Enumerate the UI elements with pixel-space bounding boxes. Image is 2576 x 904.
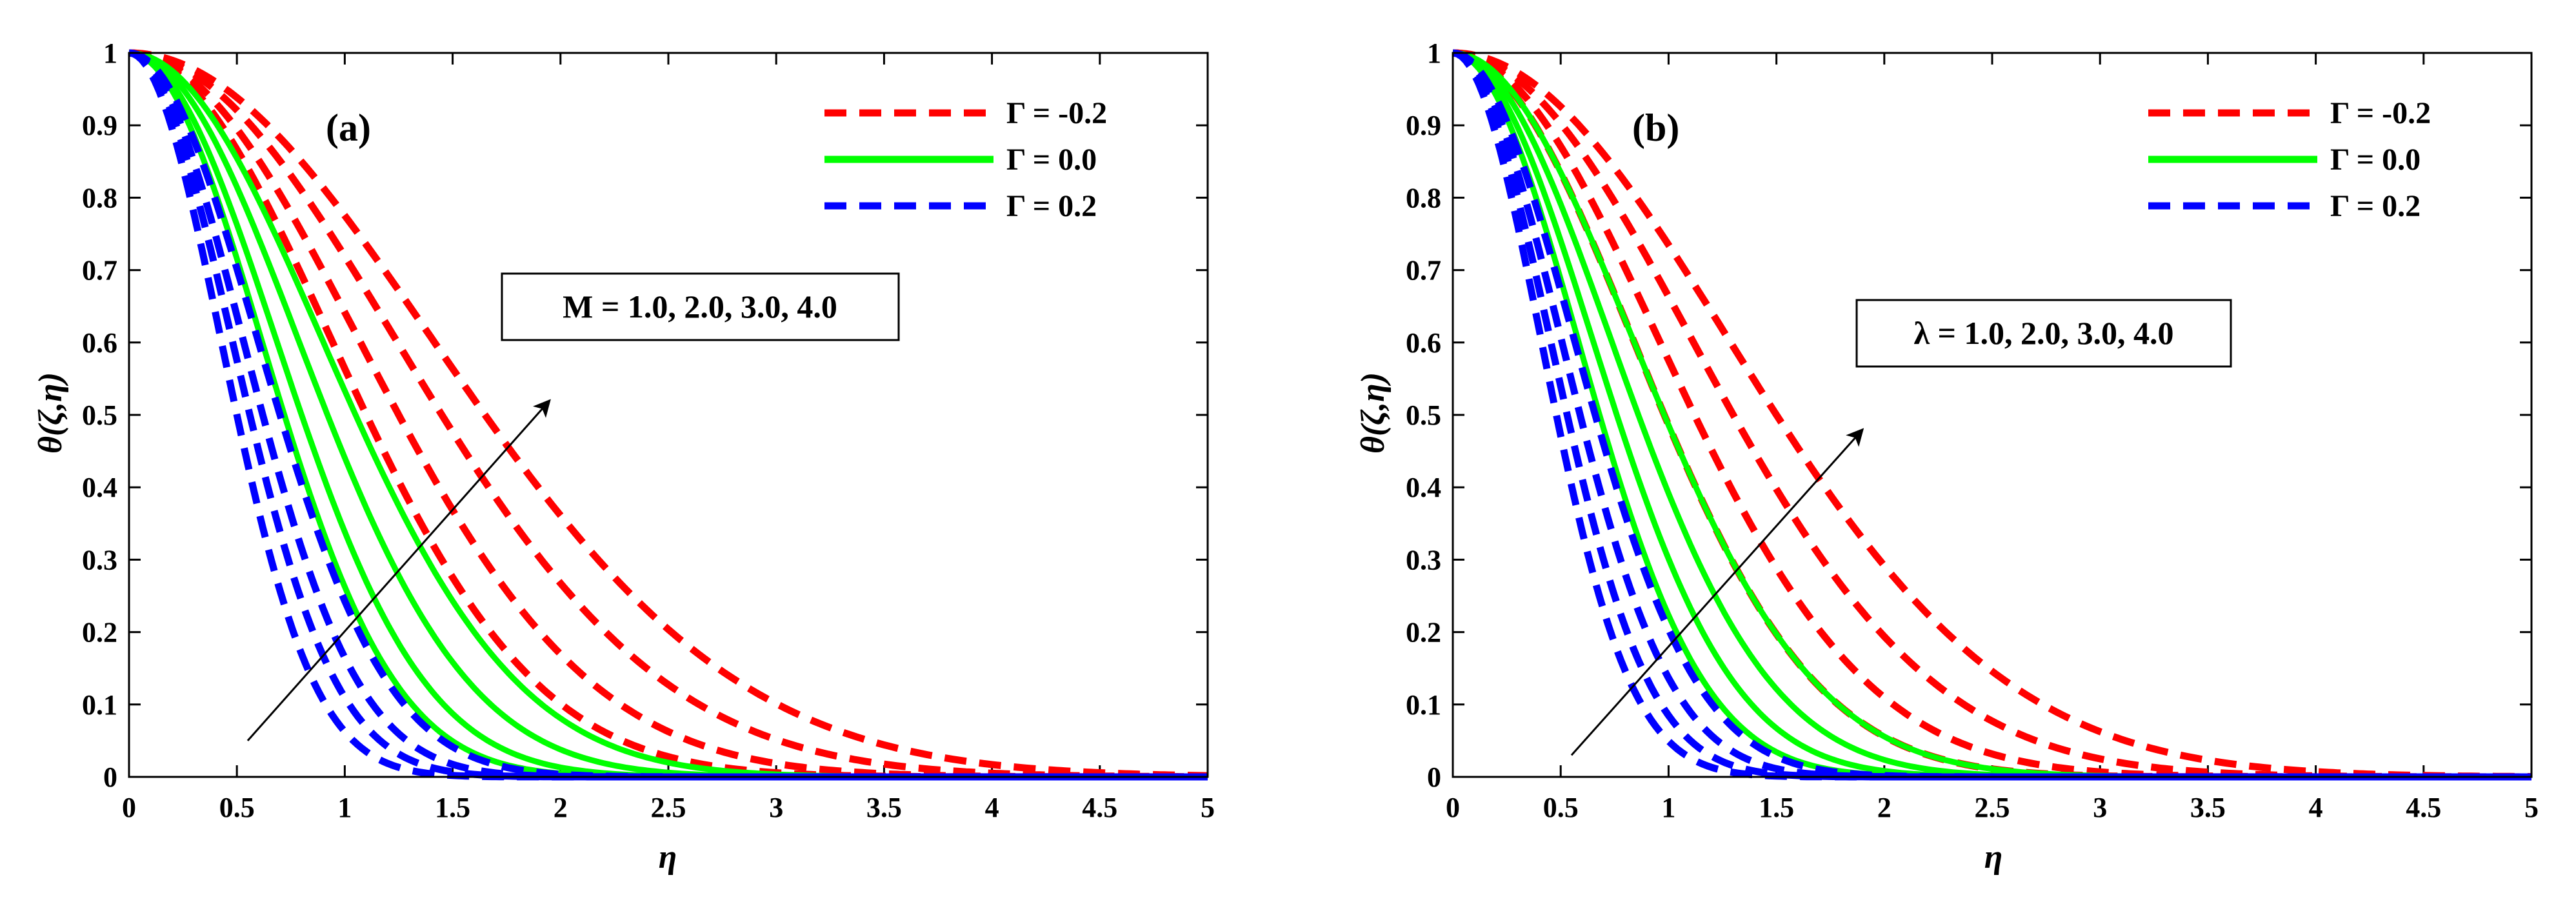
- panel-b-x-tick-label: 3: [2093, 792, 2107, 823]
- panel-a-x-tick-label: 4: [985, 792, 999, 823]
- panel-a-y-tick-label: 0.9: [82, 110, 117, 141]
- panel-b-y-tick-label: 0.1: [1406, 689, 1441, 721]
- panel-a-y-tick-label: 0.7: [82, 255, 117, 286]
- panel-b-trend-arrow: [1570, 428, 1864, 756]
- panel-a-annotation: M = 1.0, 2.0, 3.0, 4.0: [501, 272, 900, 341]
- panel-b-legend: Γ = -0.2 Γ = 0.0 Γ = 0.2: [2148, 96, 2431, 223]
- panel-a-x-tick-label: 4.5: [1082, 792, 1117, 823]
- panel-b-legend-label-green: Γ = 0.0: [2330, 143, 2421, 177]
- panel-b-x-tick-label: 4: [2309, 792, 2323, 823]
- panel-a-x-tick-label: 1.5: [435, 792, 470, 823]
- panel-b-y-tick-label: 1: [1427, 37, 1441, 69]
- panel-b: 0 0.5 1 1.5 2 2.5 3 3.5 4 4.5 5 0 0.1 0.2 0.3 0.4 0.5 0.6…: [1355, 37, 2539, 876]
- panel-b-y-tick-label: 0.8: [1406, 182, 1441, 214]
- panel-b-y-axis-label: θ(ζ,η): [1355, 372, 1392, 454]
- panel-b-y-tick-label: 0.5: [1406, 399, 1441, 431]
- panel-b-y-tick-label: 0.2: [1406, 617, 1441, 648]
- panel-a-label: (a): [326, 106, 371, 149]
- panel-a-x-tick-label: 0: [122, 792, 136, 823]
- panel-a-y-tick-label: 0: [103, 761, 117, 793]
- panel-b-x-tick-label: 5: [2524, 792, 2539, 823]
- panel-a-y-axis-label: θ(ζ,η): [32, 372, 69, 454]
- panel-b-x-tick-label: 0: [1446, 792, 1460, 823]
- panel-a-y-tick-label: 0.1: [82, 689, 117, 721]
- panel-b-y-tick-label: 0.4: [1406, 472, 1441, 503]
- panel-a-legend-label-green: Γ = 0.0: [1006, 143, 1097, 177]
- panel-b-y-tick-label: 0.6: [1406, 327, 1441, 359]
- panel-a-y-tick-label: 0.5: [82, 399, 117, 431]
- panel-b-x-tick-label: 2: [1877, 792, 1892, 823]
- panel-a-y-tick-label: 0.3: [82, 544, 117, 576]
- panel-a-series-0-curve-0: [128, 49, 1208, 779]
- panel-a-y-tick-label: 1: [103, 37, 117, 69]
- panel-a: 0 0.5 1 1.5 2 2.5 3 3.5 4 4.5 5 0 0.1 0.2 0.3 0.4 0.5 0.6…: [32, 37, 1215, 876]
- panel-b-annotation: λ = 1.0, 2.0, 3.0, 4.0: [1855, 299, 2232, 368]
- panel-a-series-0-curve-3: [128, 49, 1208, 781]
- panel-a-annotation-box: [501, 272, 900, 341]
- panel-a-legend-label-red: Γ = -0.2: [1006, 96, 1107, 130]
- panel-a-x-tick-label: 0.5: [219, 792, 255, 823]
- panel-a-series-0-curve-2: [128, 49, 1208, 781]
- panel-b-annotation-box: [1855, 299, 2232, 368]
- panel-b-x-tick-label: 1.5: [1759, 792, 1794, 823]
- panel-b-series-0-curve-1: [1452, 49, 2531, 781]
- panel-a-trend-arrow: [246, 399, 551, 741]
- panel-b-y-tick-label: 0.3: [1406, 544, 1441, 576]
- panel-a-legend-label-blue: Γ = 0.2: [1006, 189, 1097, 223]
- panel-b-x-tick-label: 2.5: [1975, 792, 2010, 823]
- panel-a-x-tick-label: 3.5: [866, 792, 902, 823]
- panel-b-x-tick-label: 0.5: [1543, 792, 1579, 823]
- panel-b-y-tick-label: 0.9: [1406, 110, 1441, 141]
- panel-a-ticks: 0 0.5 1 1.5 2 2.5 3 3.5 4 4.5 5 0 0.1 0.2 0.3 0.4 0.5 0.6…: [82, 37, 1215, 823]
- panel-b-annotation-text: λ = 1.0, 2.0, 3.0, 4.0: [1913, 315, 2173, 351]
- panel-a-y-tick-label: 0.4: [82, 472, 117, 503]
- panel-b-x-axis-label: η: [1984, 839, 2003, 876]
- panel-b-series-0-curve-0: [1452, 49, 2531, 780]
- panel-b-legend-label-red: Γ = -0.2: [2330, 96, 2431, 130]
- panel-a-x-tick-label: 2.5: [651, 792, 686, 823]
- panel-b-x-tick-label: 4.5: [2406, 792, 2441, 823]
- panel-a-x-tick-label: 3: [769, 792, 783, 823]
- panel-a-y-tick-label: 0.8: [82, 182, 117, 214]
- panel-b-label: (b): [1632, 106, 1679, 149]
- panel-b-y-tick-label: 0.7: [1406, 255, 1441, 286]
- panel-a-x-axis-label: η: [659, 839, 677, 876]
- panel-a-annotation-text: M = 1.0, 2.0, 3.0, 4.0: [563, 288, 837, 325]
- panel-a-y-tick-label: 0.2: [82, 617, 117, 648]
- panel-a-x-tick-label: 1: [337, 792, 352, 823]
- panel-a-y-tick-label: 0.6: [82, 327, 117, 359]
- panel-b-plot-frame: [1452, 52, 2533, 778]
- panel-a-x-tick-label: 2: [554, 792, 568, 823]
- panel-b-legend-label-blue: Γ = 0.2: [2330, 189, 2421, 223]
- panel-a-x-tick-label: 5: [1201, 792, 1215, 823]
- panel-a-plot-frame: [128, 52, 1209, 778]
- panel-b-y-tick-label: 0: [1427, 761, 1441, 793]
- panel-b-x-tick-label: 1: [1661, 792, 1675, 823]
- panel-b-x-tick-label: 3.5: [2190, 792, 2226, 823]
- panel-a-legend: Γ = -0.2 Γ = 0.0 Γ = 0.2: [824, 96, 1107, 223]
